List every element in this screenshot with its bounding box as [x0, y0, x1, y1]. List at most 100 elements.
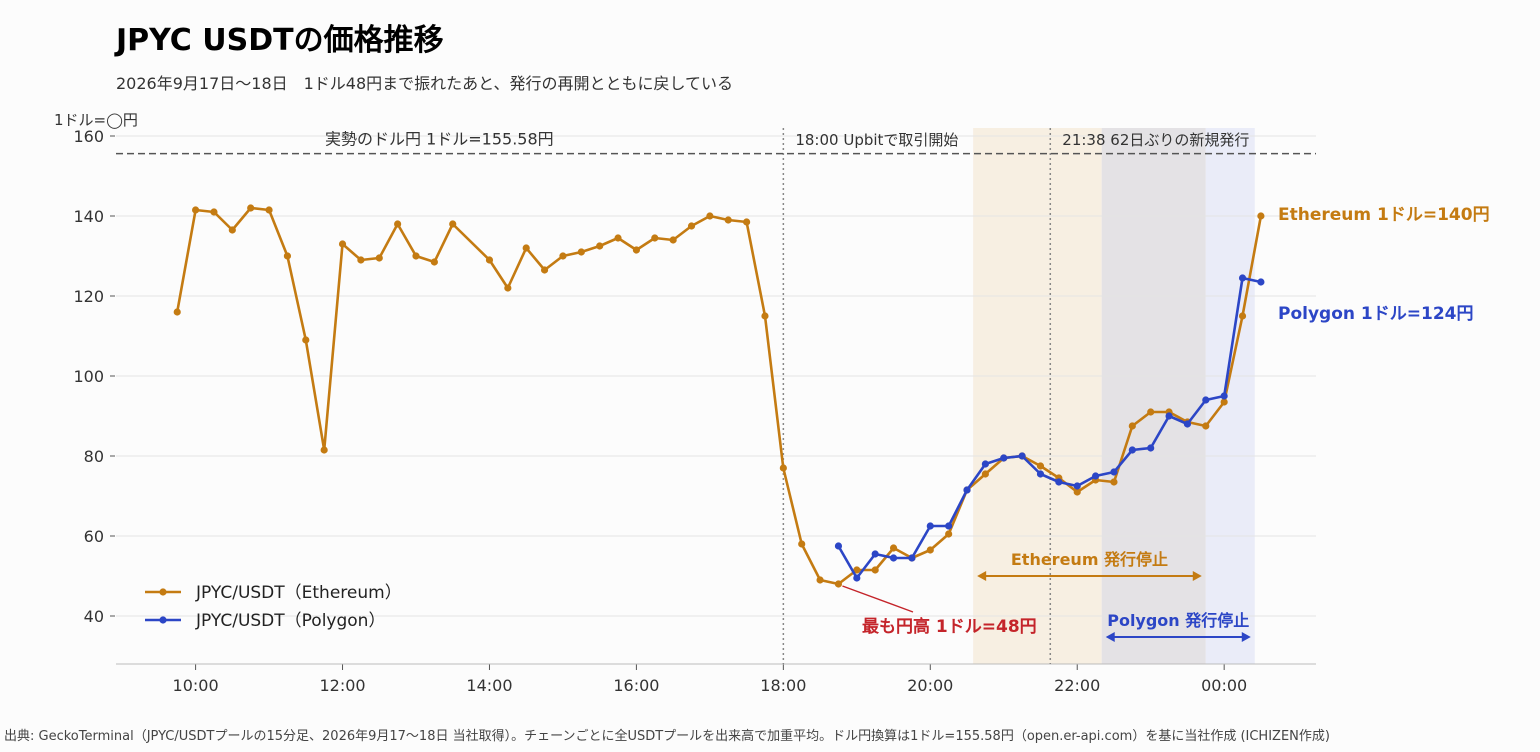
series-1-point-59 [1257, 212, 1265, 220]
range-annotation-label-2: Polygon 発行停止 [1107, 611, 1249, 630]
range-arrow-head-left-2 [1105, 632, 1115, 642]
legend-swatch-point-1 [159, 588, 167, 596]
series-1-point-34 [798, 540, 806, 548]
range-annotation-1: Ethereum 発行停止 [977, 550, 1202, 581]
series-1 [173, 204, 1265, 588]
series-2-point-2 [853, 574, 861, 582]
range-annotations: Ethereum 発行停止 Polygon 発行停止 [977, 550, 1251, 642]
event-label-1: 18:00 Upbitで取引開始 [795, 131, 958, 149]
series-1-point-53 [1147, 408, 1155, 416]
series-1-point-15 [430, 258, 438, 266]
series-2-point-4 [889, 554, 898, 562]
callout-group: 最も円高 1ドル=48円 [842, 585, 1037, 637]
series-1-point-20 [540, 266, 549, 274]
end-label-ethereum: Ethereum 1ドル=140円 [1278, 205, 1490, 225]
series-2 [834, 274, 1265, 582]
series-2-point-8 [963, 486, 971, 494]
series-1-point-44 [981, 470, 989, 478]
series-1-point-47 [1036, 462, 1045, 470]
series-1-point-30 [724, 216, 732, 224]
series-2-point-7 [945, 522, 953, 530]
y-tick-label-160: 160 [73, 127, 104, 146]
series-1-point-5 [247, 204, 255, 212]
series-1-point-35 [816, 576, 824, 584]
series-1-point-21 [559, 252, 567, 260]
x-tick-label-16:00: 16:00 [613, 676, 659, 695]
series-1-point-27 [669, 236, 677, 244]
series-2-point-19 [1165, 412, 1173, 420]
series-1-point-19 [522, 244, 530, 252]
y-tick-label-80: 80 [84, 447, 104, 466]
end-label-polygon: Polygon 1ドル=124円 [1278, 304, 1473, 324]
legend: JPYC/USDT（Ethereum） JPYC/USDT（Polygon） [145, 583, 402, 631]
series-1-point-16 [449, 220, 457, 228]
range-arrow-head-right-2 [1241, 632, 1251, 642]
series-2-point-1 [834, 542, 843, 550]
series-1-point-51 [1110, 478, 1118, 486]
series-1-point-49 [1073, 488, 1081, 496]
series-1-point-11 [357, 256, 365, 264]
x-tick-label-18:00: 18:00 [760, 676, 806, 695]
series-2-point-6 [926, 522, 934, 530]
series-1-point-18 [504, 284, 512, 292]
event-markers: 18:00 Upbitで取引開始 21:38 62日ぶりの新規発行 [782, 128, 1249, 664]
series-1-point-38 [871, 566, 879, 574]
grid-lines [116, 135, 1316, 617]
x-tick-label-00:00: 00:00 [1201, 676, 1247, 695]
series-group [173, 204, 1265, 588]
series-1-point-14 [412, 252, 420, 260]
series-1-point-42 [945, 530, 953, 538]
series-1-point-52 [1128, 422, 1136, 430]
y-tick-label-100: 100 [73, 367, 104, 386]
chart-subtitle: 2026年9月17日〜18日 1ドル48円まで振れたあと、発行の再開とともに戻し… [116, 74, 733, 93]
chart-title: JPYC USDTの価格推移 [114, 23, 444, 58]
series-2-point-12 [1036, 470, 1045, 478]
callout-label: 最も円高 1ドル=48円 [862, 616, 1037, 637]
series-2-point-10 [1000, 454, 1008, 462]
x-tick-label-22:00: 22:00 [1054, 676, 1100, 695]
series-1-point-17 [485, 256, 494, 264]
series-2-point-3 [871, 550, 879, 558]
shaded-period-1 [973, 128, 1102, 664]
y-tick-label-60: 60 [84, 527, 104, 546]
series-1-point-29 [706, 212, 714, 220]
range-arrow-head-left-1 [977, 571, 987, 581]
series-2-point-9 [981, 460, 989, 468]
series-2-point-5 [908, 554, 916, 562]
series-1-point-58 [1238, 312, 1247, 320]
series-1-point-8 [302, 336, 310, 344]
y-tick-label-40: 40 [84, 607, 104, 626]
x-tick-label-20:00: 20:00 [907, 676, 953, 695]
series-1-point-13 [394, 220, 402, 228]
series-1-point-1 [173, 308, 181, 316]
legend-item-1: JPYC/USDT（Ethereum） [145, 583, 402, 603]
series-1-point-57 [1220, 398, 1228, 406]
series-1-point-3 [210, 208, 218, 216]
series-2-point-21 [1202, 396, 1210, 404]
series-2-point-18 [1147, 444, 1155, 452]
x-axis-ticks: 10:00 12:00 14:00 16:00 18:00 20:00 22:00 00:00 [173, 664, 1247, 695]
series-1-point-7 [283, 252, 292, 260]
legend-label-2: JPYC/USDT（Polygon） [195, 611, 385, 631]
series-1-point-36 [834, 580, 843, 588]
series-2-point-13 [1055, 478, 1063, 486]
series-2-point-15 [1091, 472, 1100, 480]
series-1-point-26 [651, 234, 659, 242]
end-labels: Ethereum 1ドル=140円 Polygon 1ドル=124円 [1278, 205, 1490, 324]
series-1-point-33 [779, 464, 787, 472]
y-axis-unit-label: 1ドル=◯円 [54, 111, 138, 129]
series-2-point-23 [1238, 274, 1247, 282]
series-1-point-4 [228, 226, 236, 234]
x-tick-label-12:00: 12:00 [319, 676, 365, 695]
legend-item-2: JPYC/USDT（Polygon） [145, 611, 385, 631]
series-2-point-17 [1128, 446, 1136, 454]
reference-line-label: 実勢のドル円 1ドル=155.58円 [325, 130, 554, 149]
series-1-point-37 [853, 566, 861, 574]
y-axis-ticks: 40 60 80 100 120 140 160 [73, 127, 115, 626]
series-2-point-20 [1183, 420, 1192, 428]
source-note: 出典: GeckoTerminal（JPYC/USDTプールの15分足、2026… [4, 728, 1330, 744]
series-1-point-9 [320, 446, 328, 454]
legend-swatch-point-2 [159, 616, 167, 624]
range-annotation-2: Polygon 発行停止 [1105, 611, 1251, 642]
series-1-point-22 [577, 248, 585, 256]
